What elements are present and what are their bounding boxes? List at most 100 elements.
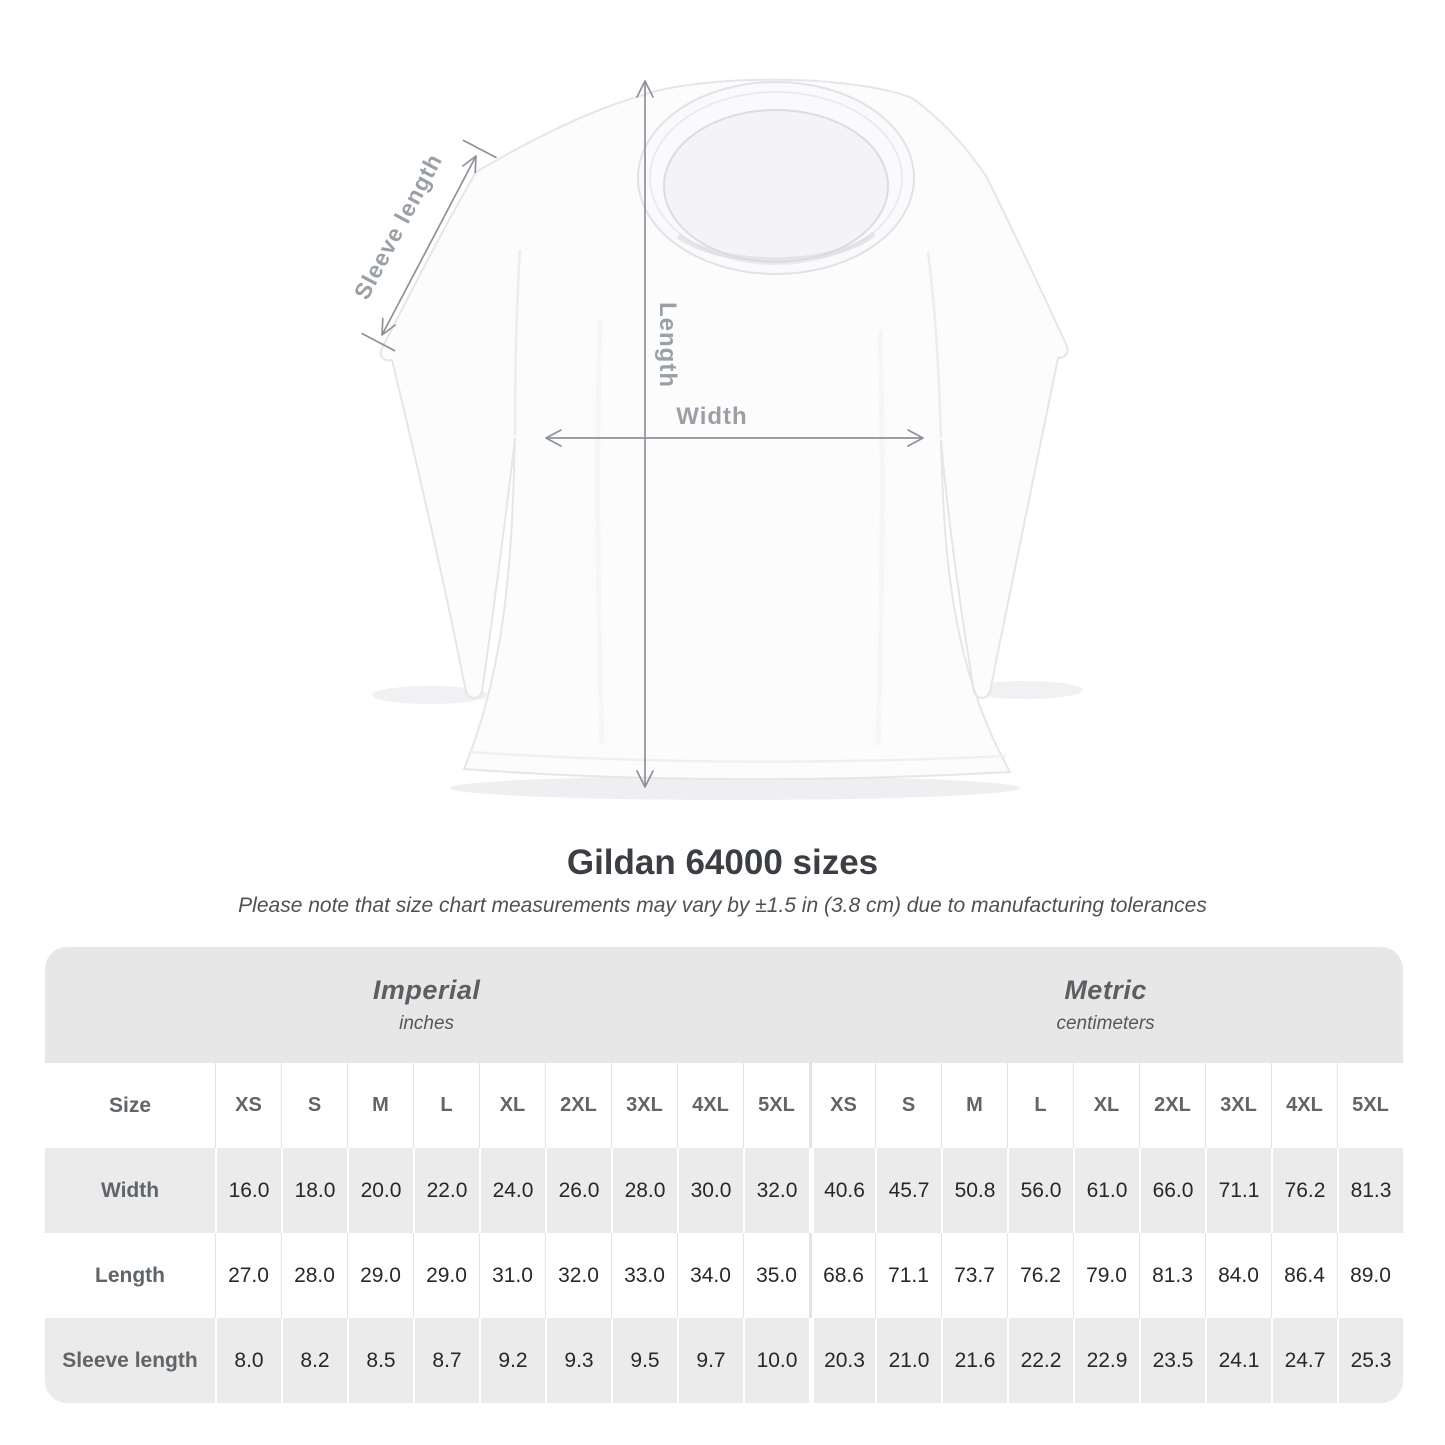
value-cell: 9.5 xyxy=(611,1318,677,1403)
value-cell: 28.0 xyxy=(281,1233,347,1318)
imperial-title: Imperial xyxy=(372,975,481,1005)
value-cell: 81.3 xyxy=(1139,1233,1205,1318)
size-header-cell: L xyxy=(413,1063,479,1148)
value-cell: 81.3 xyxy=(1337,1148,1403,1233)
tolerance-note: Please note that size chart measurements… xyxy=(238,894,1207,917)
value-cell: 86.4 xyxy=(1271,1233,1337,1318)
tshirt-seams xyxy=(469,249,1007,763)
value-cell: 68.6 xyxy=(809,1233,875,1318)
size-header-cell: 2XL xyxy=(1139,1063,1205,1148)
size-column-label: Size xyxy=(108,1093,152,1117)
value-cell: 56.0 xyxy=(1007,1148,1073,1233)
tshirt-measurement-diagram: Sleeve length Length Width xyxy=(349,78,1083,800)
size-header-cell: 3XL xyxy=(1205,1063,1271,1148)
value-cell: 71.1 xyxy=(875,1233,941,1318)
value-cell: 30.0 xyxy=(677,1148,743,1233)
tshirt-body xyxy=(379,78,1069,781)
size-header-cell: XS xyxy=(809,1063,875,1148)
value-cell: 32.0 xyxy=(545,1233,611,1318)
value-cell: 61.0 xyxy=(1073,1148,1139,1233)
size-header-cell: S xyxy=(281,1063,347,1148)
size-header-cell: 4XL xyxy=(1271,1063,1337,1148)
value-cell: 8.2 xyxy=(281,1318,347,1403)
sleeve-length-row: Sleeve length 8.0 8.2 8.5 8.7 9.2 9.3 9.… xyxy=(45,1318,1403,1403)
value-cell: 22.9 xyxy=(1073,1318,1139,1403)
shirt-shadow xyxy=(372,681,1083,800)
sleeve-measure-arrow xyxy=(361,139,497,352)
value-cell: 22.0 xyxy=(413,1148,479,1233)
value-cell: 24.7 xyxy=(1271,1318,1337,1403)
length-measure-arrow xyxy=(636,80,654,788)
metric-title: Metric xyxy=(1064,975,1147,1005)
size-header-cell: 3XL xyxy=(611,1063,677,1148)
value-cell: 21.0 xyxy=(875,1318,941,1403)
value-cell: 21.6 xyxy=(941,1318,1007,1403)
value-cell: 24.0 xyxy=(479,1148,545,1233)
value-cell: 76.2 xyxy=(1007,1233,1073,1318)
value-cell: 32.0 xyxy=(743,1148,809,1233)
value-cell: 9.7 xyxy=(677,1318,743,1403)
size-header-cell: XS xyxy=(215,1063,281,1148)
size-header-cell: 4XL xyxy=(677,1063,743,1148)
value-cell: 27.0 xyxy=(215,1233,281,1318)
size-header-cell: 5XL xyxy=(1337,1063,1403,1148)
imperial-header: Imperial inches xyxy=(45,947,808,1063)
page-title: Gildan 64000 sizes xyxy=(566,843,879,882)
unit-header-band: Imperial inches Metric centimeters xyxy=(45,947,1403,1063)
width-label: Width xyxy=(676,403,747,430)
size-header-cell: M xyxy=(347,1063,413,1148)
value-cell: 79.0 xyxy=(1073,1233,1139,1318)
value-cell: 89.0 xyxy=(1337,1233,1403,1318)
value-cell: 50.8 xyxy=(941,1148,1007,1233)
size-header-cell: XL xyxy=(1073,1063,1139,1148)
size-header-cell: L xyxy=(1007,1063,1073,1148)
length-row: Length 27.0 28.0 29.0 29.0 31.0 32.0 33.… xyxy=(45,1233,1403,1318)
value-cell: 45.7 xyxy=(875,1148,941,1233)
value-cell: 73.7 xyxy=(941,1233,1007,1318)
value-cell: 40.6 xyxy=(809,1148,875,1233)
value-cell: 8.0 xyxy=(215,1318,281,1403)
value-cell: 29.0 xyxy=(413,1233,479,1318)
value-cell: 9.3 xyxy=(545,1318,611,1403)
row-label-cell: Sleeve length xyxy=(62,1348,198,1372)
value-cell: 20.3 xyxy=(809,1318,875,1403)
imperial-subtitle: inches xyxy=(399,1013,455,1034)
value-cell: 29.0 xyxy=(347,1233,413,1318)
size-header-cell: M xyxy=(941,1063,1007,1148)
metric-header: Metric centimeters xyxy=(808,947,1403,1063)
value-cell: 23.5 xyxy=(1139,1318,1205,1403)
metric-subtitle: centimeters xyxy=(1056,1013,1155,1034)
value-cell: 20.0 xyxy=(347,1148,413,1233)
size-header-row: Size XS S M L XL 2XL 3XL 4XL 5XL XS S M … xyxy=(45,1063,1403,1148)
tshirt-collar xyxy=(637,81,915,275)
width-measure-arrow xyxy=(545,429,924,447)
value-cell: 31.0 xyxy=(479,1233,545,1318)
length-label: Length xyxy=(654,302,681,388)
size-table: Imperial inches Metric centimeters Size … xyxy=(45,947,1403,1403)
size-header-cell: S xyxy=(875,1063,941,1148)
value-cell: 26.0 xyxy=(545,1148,611,1233)
value-cell: 10.0 xyxy=(743,1318,809,1403)
value-cell: 8.7 xyxy=(413,1318,479,1403)
row-label-cell: Width xyxy=(100,1178,160,1202)
value-cell: 8.5 xyxy=(347,1318,413,1403)
value-cell: 35.0 xyxy=(743,1233,809,1318)
size-header-cell: XL xyxy=(479,1063,545,1148)
value-cell: 34.0 xyxy=(677,1233,743,1318)
value-cell: 9.2 xyxy=(479,1318,545,1403)
value-cell: 76.2 xyxy=(1271,1148,1337,1233)
value-cell: 22.2 xyxy=(1007,1318,1073,1403)
value-cell: 71.1 xyxy=(1205,1148,1271,1233)
size-header-cell: 2XL xyxy=(545,1063,611,1148)
value-cell: 24.1 xyxy=(1205,1318,1271,1403)
value-cell: 33.0 xyxy=(611,1233,677,1318)
value-cell: 66.0 xyxy=(1139,1148,1205,1233)
value-cell: 25.3 xyxy=(1337,1318,1403,1403)
value-cell: 84.0 xyxy=(1205,1233,1271,1318)
value-cell: 16.0 xyxy=(215,1148,281,1233)
width-row: Width 16.0 18.0 20.0 22.0 24.0 26.0 28.0… xyxy=(45,1148,1403,1233)
row-label-cell: Length xyxy=(95,1263,165,1287)
value-cell: 28.0 xyxy=(611,1148,677,1233)
value-cell: 18.0 xyxy=(281,1148,347,1233)
size-header-cell: 5XL xyxy=(743,1063,809,1148)
